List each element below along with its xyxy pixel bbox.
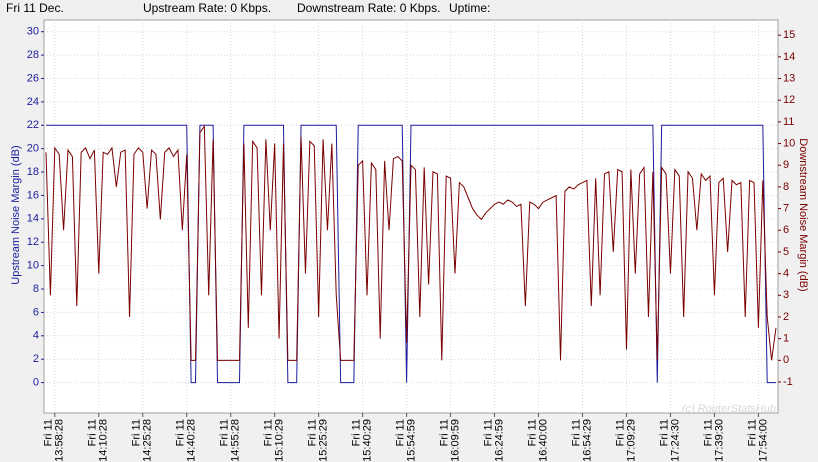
x-tick-date: Fri 11 <box>175 419 187 446</box>
x-tick-label: 16:40:00 <box>537 419 549 462</box>
y-tick-label: 0 <box>33 376 39 388</box>
y-tick-label: 24 <box>27 96 39 108</box>
x-tick-date: Fri 11 <box>702 419 714 446</box>
x-tick-label: 17:24:30 <box>669 419 681 462</box>
y2-tick-label: 9 <box>783 159 789 171</box>
y-tick-label: 16 <box>27 189 39 201</box>
y-tick-label: 20 <box>27 143 39 155</box>
watermark: (c) RouterStatsHub <box>682 403 776 415</box>
y2-tick-label: 3 <box>783 289 789 301</box>
y-tick-label: 26 <box>27 72 39 84</box>
y-tick-label: 12 <box>27 236 39 248</box>
y2-tick-label: 0 <box>783 354 789 366</box>
y-tick-label: 10 <box>27 260 39 272</box>
y-tick-label: 28 <box>27 49 39 61</box>
y2-tick-label: 2 <box>783 311 789 323</box>
y-tick-label: 30 <box>27 26 39 38</box>
x-tick-date: Fri 11 <box>746 419 758 446</box>
x-tick-date: Fri 11 <box>614 419 626 446</box>
x-tick-label: 17:09:29 <box>625 419 637 462</box>
y2-tick-label: 15 <box>783 29 795 41</box>
y-tick-label: 18 <box>27 166 39 178</box>
y2-tick-label: 10 <box>783 137 795 149</box>
y-tick-label: 22 <box>27 119 39 131</box>
header-uptime: Uptime: <box>449 1 490 15</box>
x-tick-label: 15:54:59 <box>406 419 418 462</box>
y-tick-label: 14 <box>27 213 39 225</box>
x-tick-label: 17:39:30 <box>713 419 725 462</box>
y2-tick-label: 13 <box>783 72 795 84</box>
x-tick-date: Fri 11 <box>658 419 670 446</box>
y2-tick-label: 7 <box>783 202 789 214</box>
x-tick-date: Fri 11 <box>438 419 450 446</box>
y2-tick-label: 14 <box>783 51 795 63</box>
y2-tick-label: 8 <box>783 181 789 193</box>
x-tick-label: 15:10:29 <box>274 419 286 462</box>
header-downstream-rate: Downstream Rate: 0 Kbps. <box>297 1 440 15</box>
x-tick-label: 16:54:29 <box>581 419 593 462</box>
y2-tick-label: 6 <box>783 224 789 236</box>
x-tick-date: Fri 11 <box>351 419 363 446</box>
x-tick-date: Fri 11 <box>395 419 407 446</box>
y2-tick-label: -1 <box>783 376 793 388</box>
y-tick-label: 2 <box>33 353 39 365</box>
y2-tick-label: 11 <box>783 116 794 128</box>
x-tick-date: Fri 11 <box>87 419 99 446</box>
series-line <box>46 124 776 384</box>
y2-tick-label: 4 <box>783 268 789 280</box>
y-tick-label: 4 <box>33 330 39 342</box>
series-line <box>45 124 777 361</box>
plot-area <box>43 19 779 414</box>
x-tick-label: 17:54:00 <box>757 419 769 462</box>
y-tick-label: 6 <box>33 306 39 318</box>
header-upstream-rate: Upstream Rate: 0 Kbps. <box>143 1 271 15</box>
x-tick-date: Fri 11 <box>526 419 538 446</box>
header-date: Fri 11 Dec. <box>6 1 64 15</box>
y-tick-label: 8 <box>33 283 39 295</box>
x-tick-label: 15:40:29 <box>362 419 374 462</box>
x-tick-label: 14:25:28 <box>142 419 154 462</box>
x-tick-date: Fri 11 <box>219 419 231 446</box>
x-tick-date: Fri 11 <box>263 419 275 446</box>
x-tick-label: 16:24:59 <box>493 419 505 462</box>
x-tick-date: Fri 11 <box>131 419 143 446</box>
x-tick-date: Fri 11 <box>482 419 494 446</box>
x-tick-label: 14:40:28 <box>186 419 198 462</box>
y2-tick-label: 12 <box>783 94 795 106</box>
y2-tick-label: 5 <box>783 246 789 258</box>
y2-axis-label: Downstream Noise Margin (dB) <box>797 138 809 291</box>
y2-tick-label: 1 <box>783 333 789 345</box>
x-tick-date: Fri 11 <box>43 419 55 446</box>
x-tick-date: Fri 11 <box>307 419 319 446</box>
x-tick-date: Fri 11 <box>570 419 582 446</box>
x-tick-label: 14:55:28 <box>230 419 242 462</box>
x-tick-label: 13:58:28 <box>54 419 66 462</box>
y-axis-label: Upstream Noise Margin (dB) <box>10 145 22 284</box>
x-tick-label: 14:10:28 <box>98 419 110 462</box>
x-tick-label: 15:25:29 <box>318 419 330 462</box>
x-tick-label: 16:09:59 <box>449 419 461 462</box>
